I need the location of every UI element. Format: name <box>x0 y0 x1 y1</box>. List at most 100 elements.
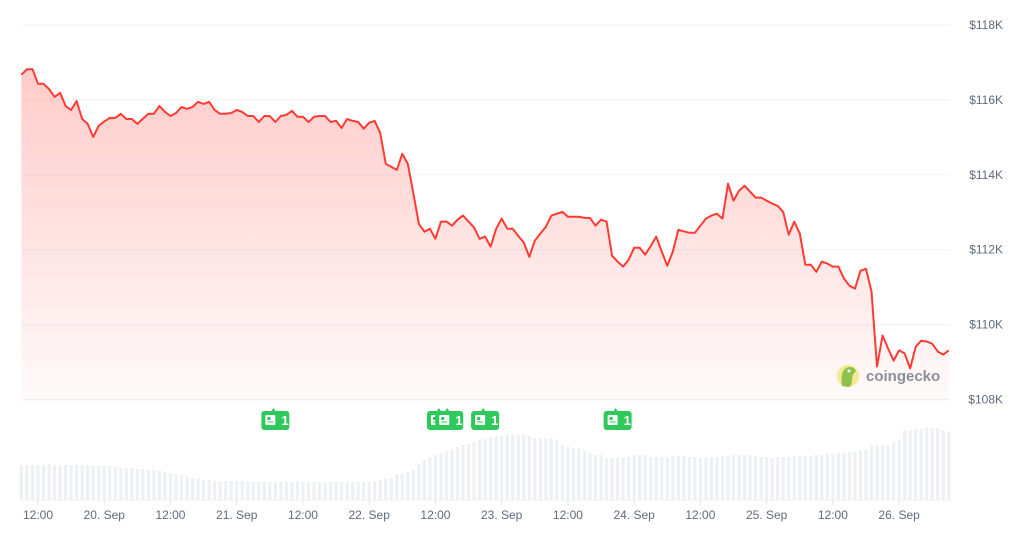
news-marker[interactable]: 1 <box>603 408 632 430</box>
volume-bar <box>345 482 349 500</box>
volume-bar <box>809 456 813 500</box>
x-tick-label: 12:00 <box>553 508 583 522</box>
x-tick-label: 12:00 <box>818 508 848 522</box>
y-tick-label: $116K <box>969 93 1003 107</box>
volume-bar <box>682 456 686 500</box>
volume-bar <box>141 469 145 500</box>
volume-bar <box>439 453 443 500</box>
volume-bar <box>400 474 404 500</box>
volume-bar <box>494 436 498 500</box>
volume-bar <box>113 467 117 500</box>
volume-bar <box>759 457 763 500</box>
volume-bar <box>698 458 702 500</box>
volume-bar <box>919 429 923 500</box>
volume-bar <box>317 482 322 500</box>
y-tick-label: $110K <box>969 318 1003 332</box>
volume-bar <box>853 452 857 500</box>
news-count: 1 <box>624 413 631 428</box>
volume-bar <box>102 466 106 500</box>
volume-bar <box>831 454 835 500</box>
volume-bar <box>25 465 29 500</box>
volume-bar <box>433 455 438 500</box>
volume-bar <box>936 428 940 500</box>
news-markers: 11111 <box>261 408 632 430</box>
volume-bar <box>505 434 509 500</box>
x-tick-label: 26. Sep <box>878 508 920 522</box>
volume-bar <box>362 482 366 500</box>
volume-bar <box>516 435 520 500</box>
volume-bar <box>466 444 471 500</box>
volume-bar <box>671 456 675 500</box>
volume-bar <box>511 434 515 500</box>
volume-bar <box>124 468 128 500</box>
volume-bar <box>538 438 542 500</box>
volume-bar <box>825 454 829 500</box>
volume-bar <box>273 482 277 500</box>
news-marker[interactable]: 1 <box>435 408 464 430</box>
volume-bar <box>174 474 178 500</box>
volume-bar <box>842 453 846 500</box>
volume-bar <box>157 471 162 500</box>
newspaper-icon <box>475 415 486 425</box>
volume-bar <box>444 451 449 500</box>
volume-bar <box>428 457 432 500</box>
volume-bar <box>41 465 46 500</box>
volume-bar <box>754 456 758 500</box>
y-tick-label: $118K <box>969 18 1003 32</box>
volume-bar <box>240 481 244 500</box>
volume-bar <box>478 440 482 500</box>
volume-bar <box>555 440 559 500</box>
news-marker[interactable]: 1 <box>471 408 500 430</box>
volume-bar <box>643 455 647 500</box>
volume-bar <box>836 453 840 500</box>
volume-bar <box>196 479 200 500</box>
volume-bar <box>500 436 504 500</box>
news-marker[interactable]: 1 <box>261 408 290 430</box>
volume-bar <box>213 481 217 500</box>
x-tick-label: 22. Sep <box>349 508 391 522</box>
volume-bar <box>202 480 206 500</box>
volume-bar <box>483 439 487 500</box>
volume-bar <box>389 478 393 500</box>
volume-bar <box>246 482 250 500</box>
volume-bar <box>489 437 493 500</box>
volume-bar <box>748 455 752 500</box>
volume-bar <box>168 473 173 500</box>
volume-bar <box>533 438 537 500</box>
volume-bar <box>179 475 184 500</box>
volume-bar <box>119 467 123 500</box>
volume-bar <box>306 482 311 500</box>
volume-bar <box>781 457 785 500</box>
volume-bar <box>367 482 371 500</box>
volume-bar <box>693 457 697 500</box>
coingecko-watermark: coingecko <box>837 365 940 387</box>
volume-bar <box>621 458 625 500</box>
volume-bar <box>549 438 553 500</box>
newspaper-icon <box>265 415 276 425</box>
volume-bar <box>64 465 68 500</box>
volume-bar <box>665 458 669 500</box>
volume-bar <box>86 465 90 500</box>
volume-bar <box>704 458 708 500</box>
volume-bar <box>455 447 460 500</box>
volume-bar <box>798 456 802 500</box>
x-tick-label: 20. Sep <box>84 508 126 522</box>
gecko-logo-icon <box>837 365 859 387</box>
y-tick-label: $108K <box>968 393 1003 407</box>
volume-bar <box>351 482 355 500</box>
volume-bar <box>19 465 24 500</box>
volume-bar <box>880 445 885 500</box>
volume-bar <box>279 482 283 500</box>
news-count: 1 <box>455 413 462 428</box>
volume-bar <box>185 476 189 500</box>
volume-bar <box>461 445 465 500</box>
volume-bar <box>726 456 730 500</box>
volume-bar <box>69 465 73 500</box>
volume-bar <box>577 448 581 500</box>
volume-bar <box>91 466 95 500</box>
volume-bar <box>925 428 929 500</box>
volume-bar <box>610 458 614 500</box>
volume-bar <box>660 457 664 500</box>
newspaper-icon <box>607 415 618 425</box>
